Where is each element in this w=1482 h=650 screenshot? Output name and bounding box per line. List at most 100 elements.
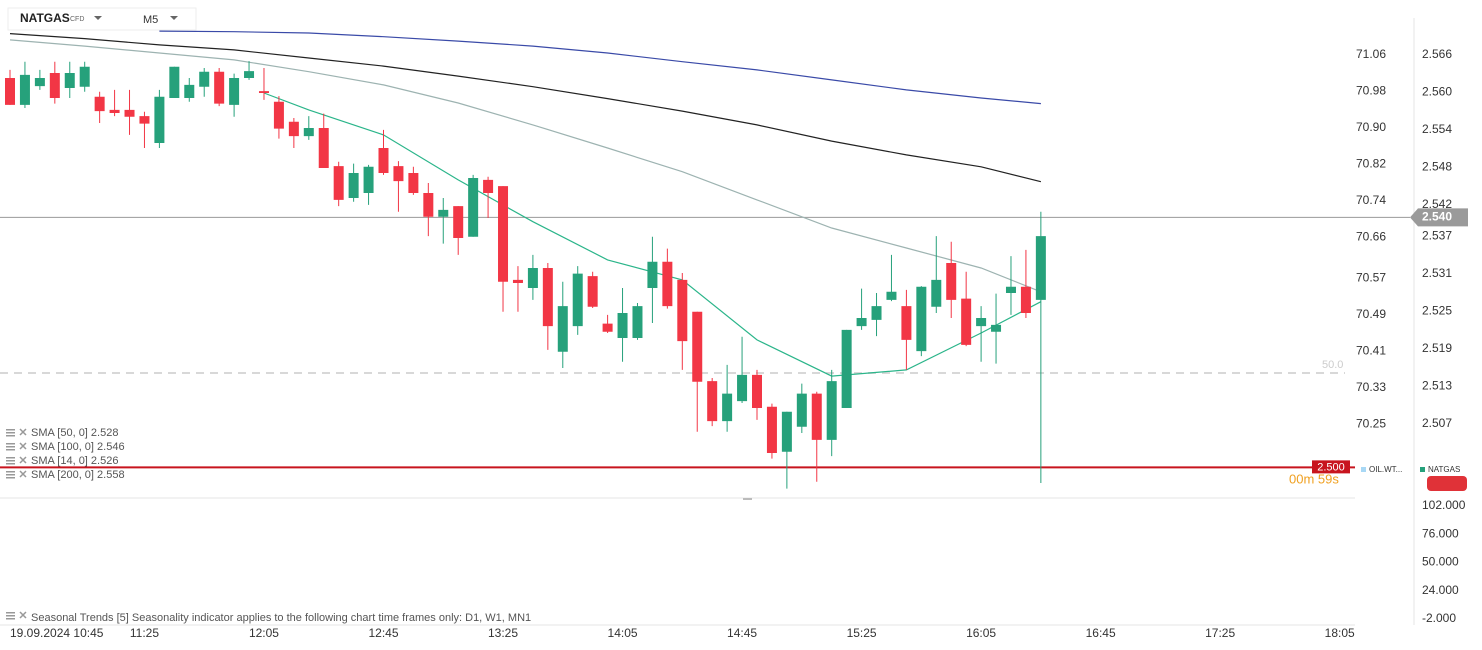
legend-swatch [1361,467,1366,472]
close-icons[interactable] [19,428,27,619]
candle-body[interactable] [438,209,449,217]
candle-body[interactable] [991,324,1002,332]
candle-body[interactable] [288,121,299,137]
candle-body[interactable] [632,306,643,338]
candle-body[interactable] [154,96,165,143]
y2-tick-label: 70.90 [1356,120,1386,134]
candle-body[interactable] [333,166,344,200]
candle-body[interactable] [214,71,225,104]
y2-tick-label: 70.74 [1356,193,1386,207]
indicator-title: Seasonal Trends [5] Seasonality indicato… [31,612,531,624]
legend-label: SMA [200, 0] 2.558 [31,469,125,481]
candle-body[interactable] [79,66,90,87]
timeframe[interactable]: M5 [143,14,158,26]
candle-body[interactable] [752,374,762,408]
candle-body[interactable] [423,193,434,217]
y-tick-label: 2.554 [1422,122,1452,136]
candle-body[interactable] [647,261,658,288]
candle-body[interactable] [766,406,777,453]
candle-body[interactable] [184,84,195,98]
candle-body[interactable] [931,279,942,307]
x-tick-label: 14:45 [727,626,757,640]
candle-body[interactable] [468,178,479,237]
candle-body[interactable] [662,261,673,307]
y2-tick-label: 70.41 [1356,343,1386,357]
candle-body[interactable] [19,74,30,105]
level-label: 50.0 [1322,359,1343,371]
candle-body[interactable] [961,298,972,345]
candle-body[interactable] [856,318,867,327]
candle-body[interactable] [512,279,523,283]
symbol[interactable]: NATGAS [20,11,70,25]
candle-body[interactable] [826,381,837,440]
legend-label: OIL.WT... [1369,465,1402,474]
sma-line [263,92,1042,377]
candle-body[interactable] [453,206,464,238]
candle-body[interactable] [1005,286,1016,293]
candle-body[interactable] [542,268,553,327]
candle-body[interactable] [1035,236,1046,300]
candle-body[interactable] [722,393,733,422]
candle-body[interactable] [139,116,150,124]
candle-body[interactable] [707,381,718,422]
candle-body[interactable] [737,374,748,402]
candle-body[interactable] [901,306,912,340]
candle-body[interactable] [303,128,314,137]
candle-body[interactable] [378,148,389,173]
candle-body[interactable] [886,291,897,300]
candle-body[interactable] [94,96,105,112]
y-tick-label: 2.542 [1422,197,1452,211]
candle-body[interactable] [617,313,628,338]
candle-body[interactable] [5,78,15,105]
candle-body[interactable] [811,393,822,440]
candle-body[interactable] [587,276,598,307]
dropdown-arrow[interactable] [94,16,102,20]
candle-body[interactable] [124,109,135,117]
x-tick-label: 12:45 [368,626,398,640]
candle-body[interactable] [602,323,613,332]
candle-body[interactable] [244,71,255,78]
candle-body[interactable] [916,286,927,352]
candle-body[interactable] [796,393,807,427]
candle-body[interactable] [781,411,792,452]
candle-body[interactable] [976,318,987,327]
candle-body[interactable] [34,78,45,87]
symbol-box[interactable] [7,7,197,31]
candle-body[interactable] [483,179,494,193]
candle-body[interactable] [692,311,703,382]
candle-body[interactable] [408,173,419,193]
x-tick-label: 17:25 [1205,626,1235,640]
candle-body[interactable] [527,268,538,288]
indicator-icons [6,429,15,620]
y-tick-label: 2.566 [1422,47,1452,61]
candle-body[interactable] [946,263,957,300]
candle-body[interactable] [572,273,583,327]
dropdown-arrow[interactable] [170,16,178,20]
status-box [1427,476,1467,491]
candle-body[interactable] [64,73,75,88]
candle-body[interactable] [273,101,284,129]
candle-body[interactable] [49,73,60,98]
badge: CFD [70,16,84,23]
candle-body[interactable] [169,66,180,98]
candle-body[interactable] [363,166,374,193]
sma-line [159,30,1041,105]
candle-body[interactable] [109,109,120,113]
y-tick-label: 2.531 [1422,266,1452,280]
y-tick-label: -2.000 [1422,611,1456,625]
candle-body[interactable] [318,128,329,168]
candle-body[interactable] [871,306,882,320]
y-tick-label: 24.000 [1422,583,1459,597]
y2-tick-label: 70.82 [1356,156,1386,170]
candle-body[interactable] [258,91,269,93]
x-tick-label: 11:25 [130,626,159,640]
candle-body[interactable] [393,166,404,182]
candle-body[interactable] [841,329,852,408]
candle-body[interactable] [229,78,240,105]
candle-body[interactable] [498,186,509,282]
candle-body[interactable] [199,71,210,87]
candle-body[interactable] [677,279,688,342]
candle-body[interactable] [348,173,359,198]
candle-body[interactable] [557,306,568,352]
candle-body[interactable] [1020,286,1031,313]
